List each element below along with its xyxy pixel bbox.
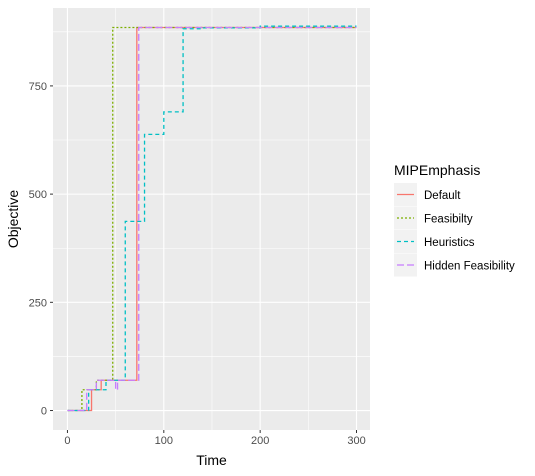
y-axis-title: Objective	[5, 190, 21, 249]
plot-panel	[53, 8, 370, 430]
legend-label: Feasibilty	[424, 214, 473, 226]
y-tick-label: 750	[29, 81, 47, 93]
grid-minor	[53, 8, 370, 430]
y-axis: 0 250 500 750	[29, 81, 53, 418]
series-line-hidden-feasibility	[67, 26, 357, 412]
legend-label: Hidden Feasibility	[424, 261, 515, 273]
x-tick-label: 100	[155, 435, 173, 447]
grid-major	[53, 8, 370, 430]
x-tick-label: 0	[64, 435, 70, 447]
legend-label: Heuristics	[424, 237, 475, 249]
legend-key-bg	[394, 253, 417, 277]
y-tick-label: 0	[41, 406, 47, 418]
y-tick-label: 500	[29, 189, 47, 201]
legend-title: MIPEmphasis	[394, 162, 480, 178]
legend: MIPEmphasis Default Feasibilty Heuristics H…	[394, 162, 515, 277]
x-tick-label: 200	[251, 435, 269, 447]
series-lines	[67, 25, 357, 412]
x-axis: 0 100 200 300	[64, 430, 366, 447]
x-axis-title: Time	[196, 452, 227, 468]
x-tick-label: 300	[347, 435, 365, 447]
series-line-feasibilty	[67, 26, 357, 412]
y-tick-label: 250	[29, 297, 47, 309]
legend-label: Default	[424, 190, 461, 202]
